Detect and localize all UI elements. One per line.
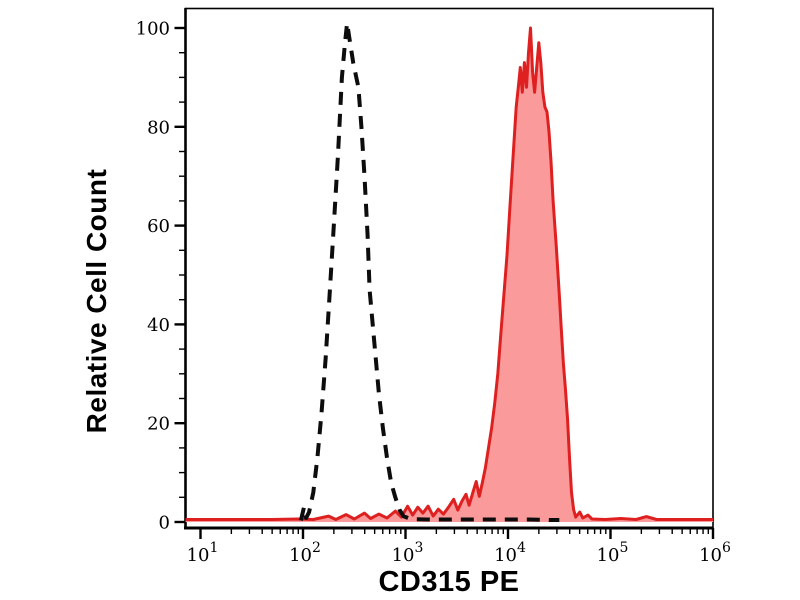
x-tick-label: 105 (597, 540, 629, 566)
series-line-dashed (298, 21, 560, 522)
y-tick-label: 80 (147, 117, 170, 138)
x-tick-label: 101 (187, 540, 219, 566)
series-area-solid (185, 28, 714, 522)
y-tick-label: 20 (147, 414, 170, 435)
y-tick-label: 100 (136, 19, 170, 40)
x-tick-label: 106 (699, 540, 731, 566)
y-tick-label: 60 (147, 216, 170, 237)
x-tick-label: 103 (392, 540, 424, 566)
x-tick-label: 104 (494, 540, 526, 566)
plot-frame (184, 7, 714, 529)
y-axis-label: Relative Cell Count (81, 168, 112, 434)
series-line-solid (185, 26, 713, 521)
y-tick-label: 0 (159, 513, 170, 534)
x-tick-label: 102 (289, 540, 321, 566)
y-tick-label: 40 (147, 315, 170, 336)
x-axis-label: CD315 PE (378, 566, 520, 598)
